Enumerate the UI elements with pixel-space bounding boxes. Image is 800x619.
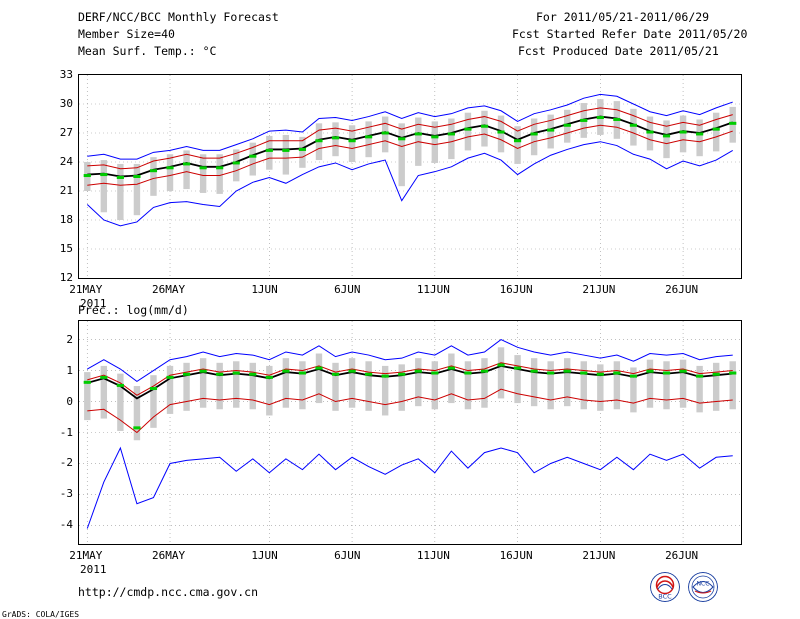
y-tick-label: 0 — [66, 394, 73, 408]
y-tick-label: -3 — [59, 487, 73, 501]
ncc-logo-text: NCC — [697, 581, 710, 588]
ncc-logo: NCC — [688, 572, 718, 602]
x-tick-label: 21MAY — [69, 549, 103, 562]
y-tick-label: 33 — [59, 68, 73, 81]
bcc-logo-text: BCC — [658, 593, 672, 601]
x-tick-label: 1JUN — [251, 283, 278, 296]
x-tick-label: 21MAY — [69, 283, 103, 296]
y-tick-label: 1 — [66, 363, 73, 377]
variable-label-temp: Mean Surf. Temp.: °C — [78, 44, 217, 58]
y-tick-label: 12 — [59, 271, 73, 284]
member-size-label: Member Size=40 — [78, 27, 175, 41]
forecast-produced-label: Fcst Produced Date 2011/05/21 — [518, 44, 719, 58]
bcc-logo: BCC — [650, 572, 680, 602]
precipitation-chart-frame — [78, 320, 742, 545]
x-tick-label: 16JUN — [499, 549, 533, 562]
x-tick-label: 26JUN — [665, 549, 699, 562]
temperature-chart-frame — [78, 74, 742, 279]
grads-credit: GrADS: COLA/IGES — [2, 610, 80, 619]
y-tick-label: -2 — [59, 456, 73, 470]
x-axis-year-label: 2011 — [80, 297, 107, 310]
page-title: DERF/NCC/BCC Monthly Forecast — [78, 10, 279, 24]
variable-label-prec: Prec.: log(mm/d) — [78, 303, 189, 317]
x-tick-label: 21JUN — [582, 283, 616, 296]
y-tick-label: 24 — [59, 155, 73, 168]
y-tick-label: 30 — [59, 97, 73, 110]
x-tick-label: 16JUN — [499, 283, 533, 296]
y-tick-label: 21 — [59, 184, 73, 197]
x-tick-label: 1JUN — [251, 549, 278, 562]
x-tick-label: 11JUN — [416, 549, 450, 562]
precipitation-chart-canvas — [79, 321, 741, 544]
x-tick-label: 26JUN — [665, 283, 699, 296]
y-tick-label: -4 — [59, 518, 73, 532]
forecast-started-label: Fcst Started Refer Date 2011/05/20 — [512, 27, 748, 41]
x-tick-label: 26MAY — [152, 283, 186, 296]
source-url[interactable]: http://cmdp.ncc.cma.gov.cn — [78, 585, 259, 599]
x-tick-label: 6JUN — [334, 549, 361, 562]
y-tick-label: 15 — [59, 242, 73, 255]
temperature-chart-canvas — [79, 75, 741, 278]
x-tick-label: 21JUN — [582, 549, 616, 562]
x-tick-label: 11JUN — [416, 283, 450, 296]
y-tick-label: 18 — [59, 213, 73, 226]
y-tick-label: 2 — [66, 332, 73, 346]
y-tick-label: 27 — [59, 126, 73, 139]
x-tick-label: 6JUN — [334, 283, 361, 296]
x-tick-label: 26MAY — [152, 549, 186, 562]
y-tick-label: -1 — [59, 425, 73, 439]
forecast-period-label: For 2011/05/21-2011/06/29 — [536, 10, 710, 24]
x-axis-year-label: 2011 — [80, 563, 107, 576]
